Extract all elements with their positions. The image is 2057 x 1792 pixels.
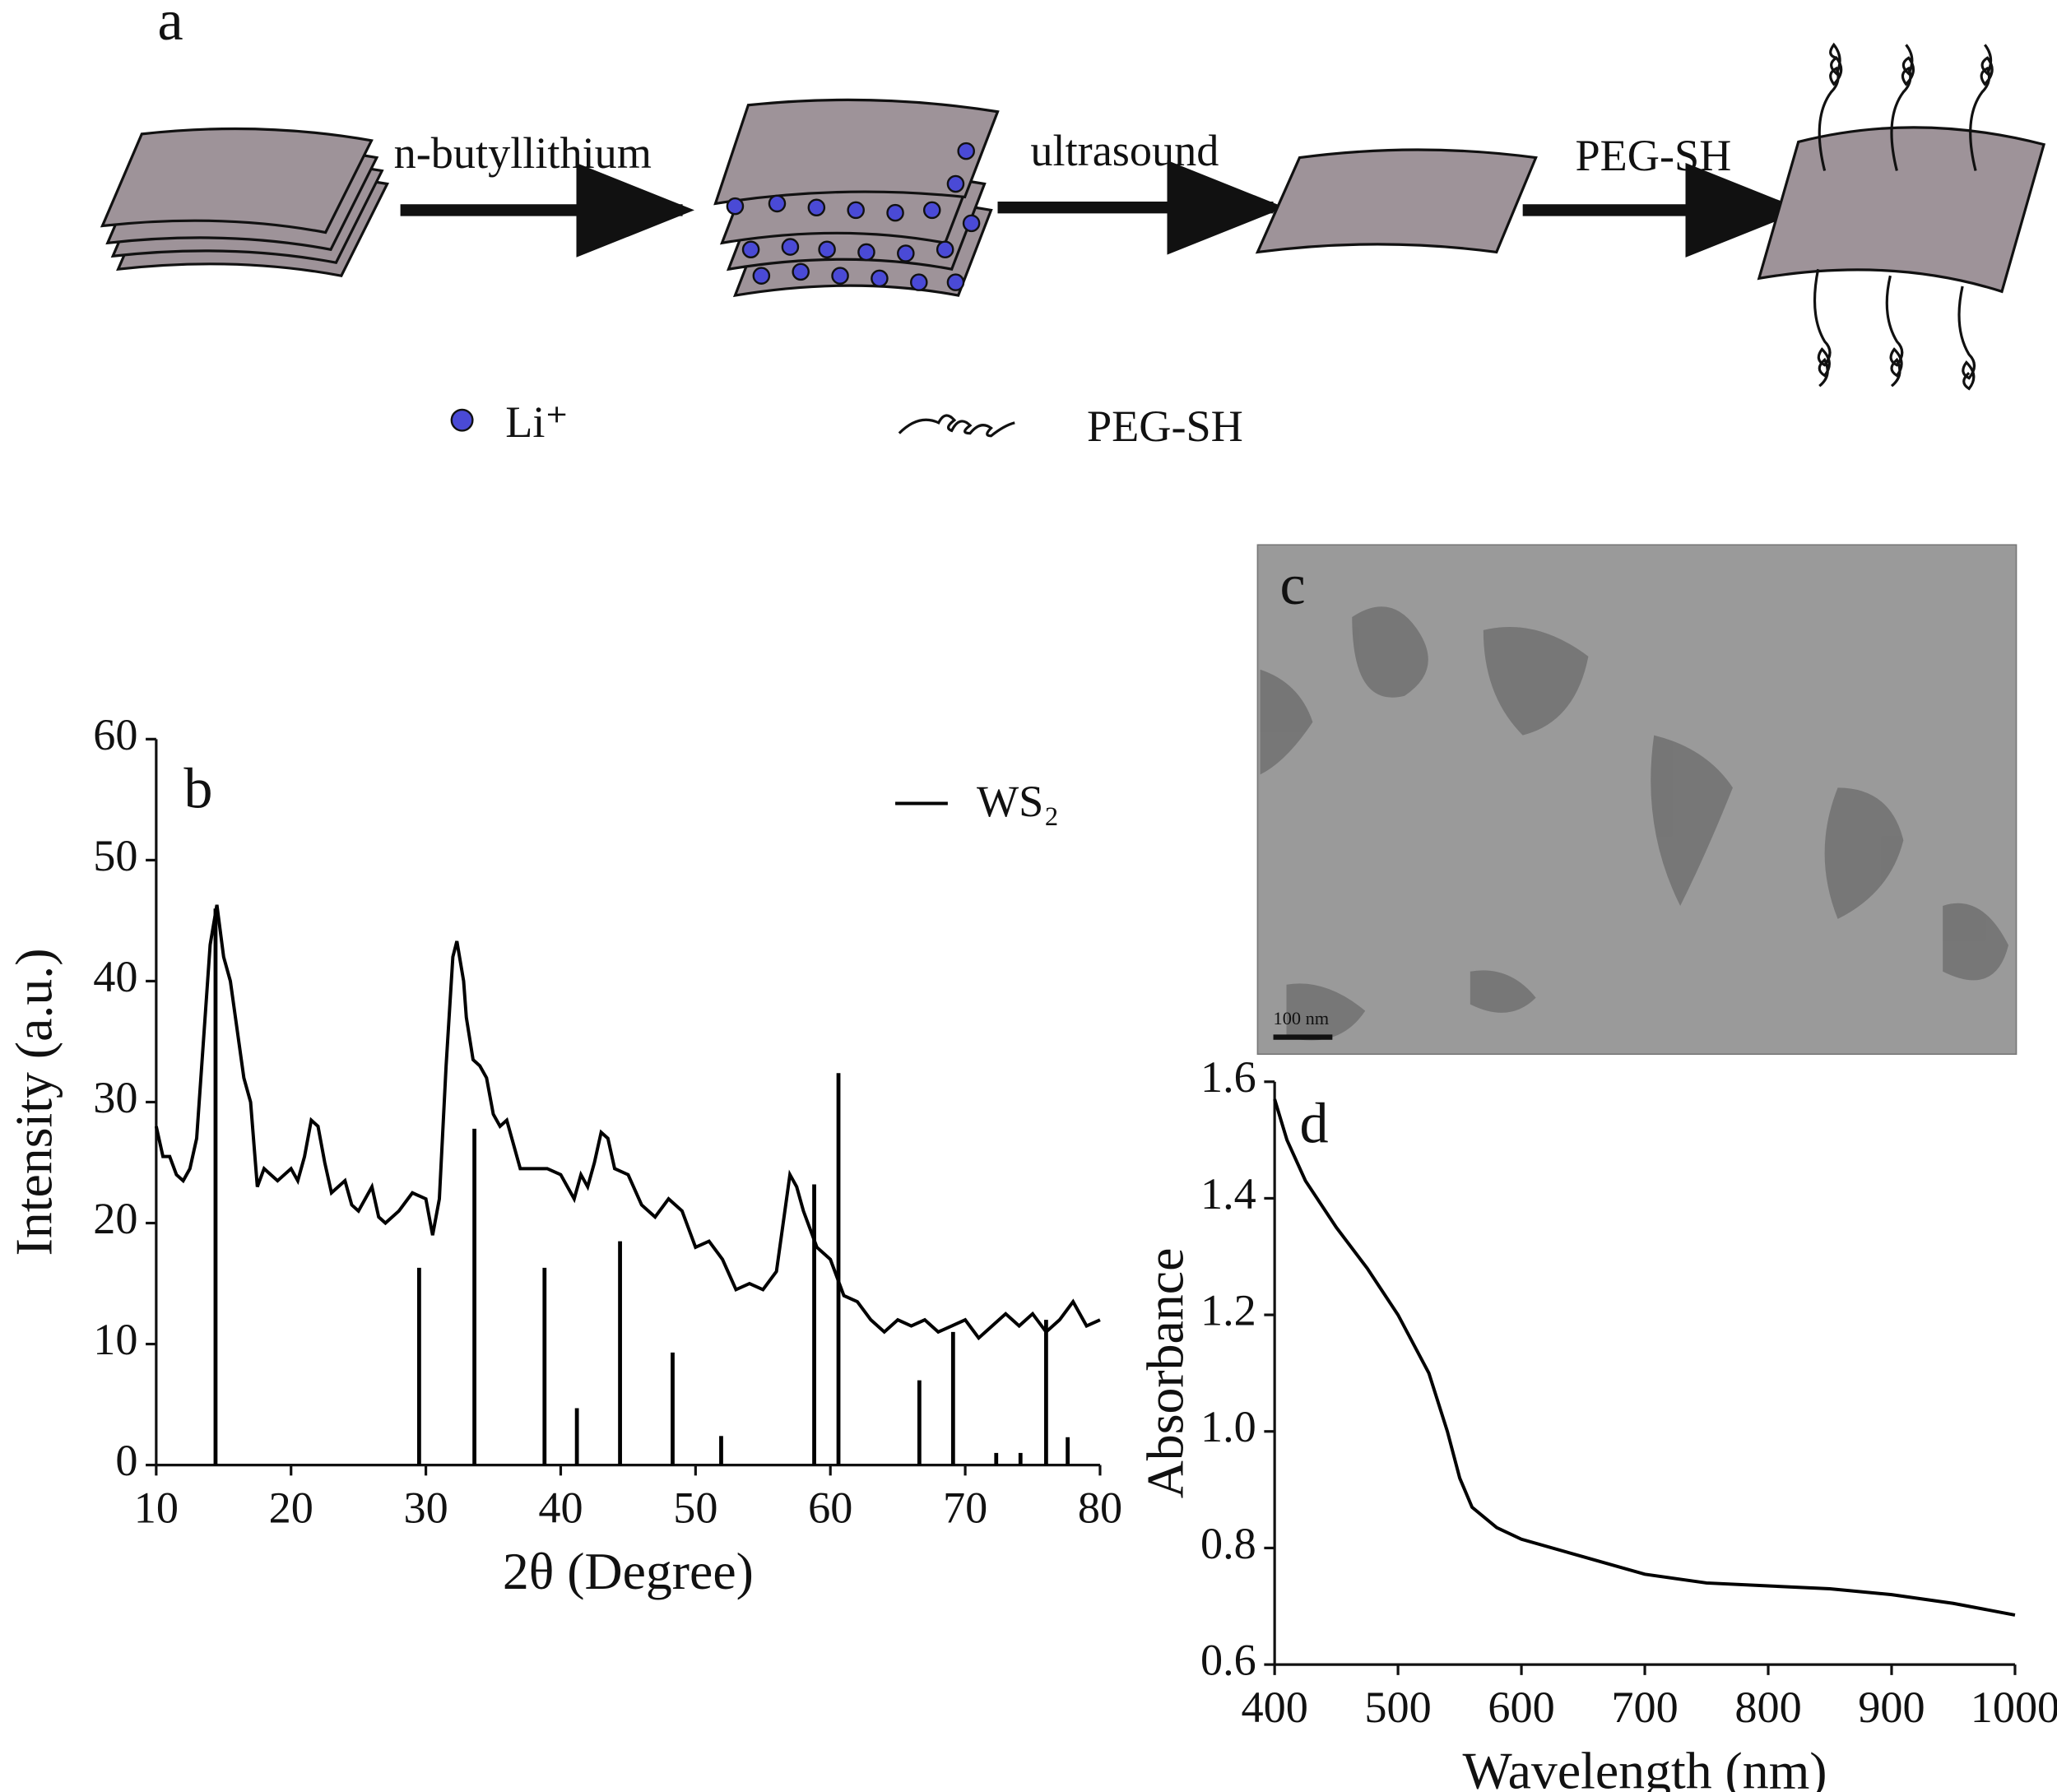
x-tick-label: 20 (269, 1483, 313, 1532)
legend-label: WS₂ (977, 777, 1059, 826)
step-label: n-butyllithium (394, 128, 652, 178)
x-tick-label: 400 (1241, 1683, 1307, 1732)
panel-label: c (1280, 553, 1306, 617)
y-tick-label: 40 (93, 952, 137, 1001)
step-label: PEG-SH (1575, 131, 1731, 180)
x-tick-label: 10 (134, 1483, 179, 1532)
step-label: ultrasound (1030, 126, 1219, 175)
x-axis-label: Wavelength (nm) (1463, 1741, 1827, 1792)
y-tick-label: 50 (93, 831, 137, 880)
y-tick-label: 0.6 (1200, 1636, 1256, 1685)
y-tick-label: 30 (93, 1073, 137, 1122)
x-tick-label: 900 (1858, 1683, 1925, 1732)
y-tick-label: 20 (93, 1194, 137, 1243)
x-tick-label: 50 (673, 1483, 717, 1532)
scale-bar-label: 100 nm (1274, 1008, 1330, 1028)
x-tick-label: 40 (538, 1483, 583, 1532)
x-tick-label: 60 (808, 1483, 852, 1532)
y-tick-label: 1.0 (1200, 1402, 1256, 1451)
panel-label: a (157, 0, 183, 53)
y-tick-label: 1.4 (1200, 1169, 1256, 1219)
y-axis-label: Intensity (a.u.) (5, 949, 63, 1256)
legend-marker (898, 414, 1015, 438)
y-tick-label: 0.8 (1200, 1519, 1256, 1568)
y-axis-label: Absorbance (1136, 1248, 1195, 1499)
x-tick-label: 500 (1364, 1683, 1431, 1732)
tem-image (1256, 544, 2018, 1056)
y-tick-label: 0 (115, 1436, 137, 1485)
peg-sheet (1757, 126, 2046, 294)
panel-label: d (1299, 1091, 1328, 1155)
y-tick-label: 10 (93, 1315, 137, 1364)
peg-chains (1813, 42, 1994, 391)
x-tick-label: 1000 (1971, 1683, 2057, 1732)
legend-label: PEG-SH (1087, 402, 1243, 451)
y-tick-label: 60 (93, 710, 137, 759)
single-sheet (1255, 148, 1538, 254)
data-line (154, 904, 1101, 1341)
x-tick-label: 700 (1611, 1683, 1678, 1732)
data-line (1273, 1098, 2016, 1617)
x-tick-label: 70 (943, 1483, 987, 1532)
legend-marker (450, 408, 474, 432)
y-tick-label: 1.6 (1200, 1052, 1256, 1102)
x-tick-label: 800 (1734, 1683, 1801, 1732)
y-tick-label: 1.2 (1200, 1286, 1256, 1335)
stacked-sheets (100, 127, 390, 277)
x-tick-label: 30 (403, 1483, 448, 1532)
intercalated-sheets (713, 98, 1000, 298)
x-axis-label: 2θ (Degree) (503, 1542, 754, 1600)
x-tick-label: 80 (1078, 1483, 1122, 1532)
panel-label: b (183, 756, 212, 820)
legend-label: Li⁺ (505, 397, 569, 447)
x-tick-label: 600 (1488, 1683, 1554, 1732)
